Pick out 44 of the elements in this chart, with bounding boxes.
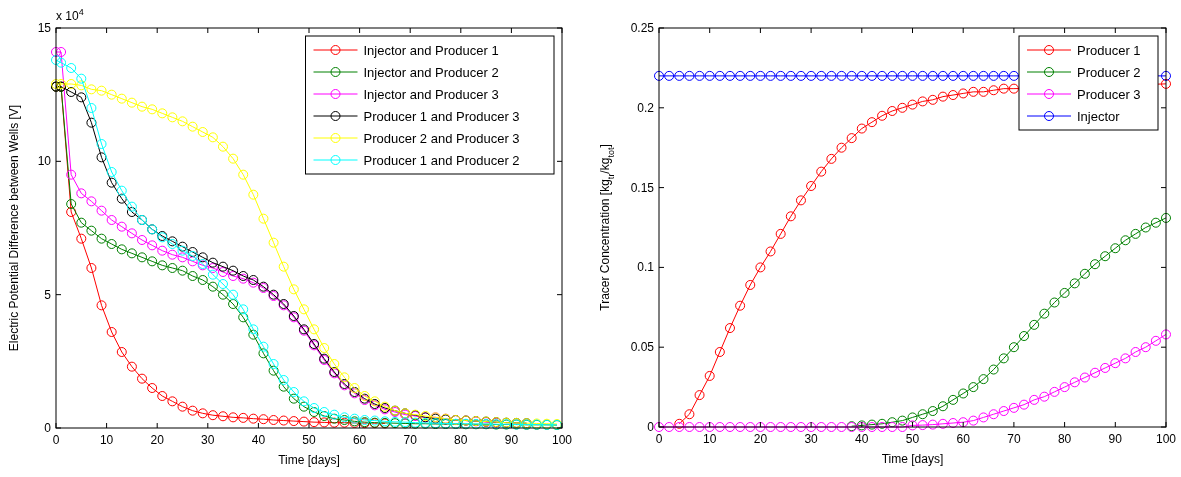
legend-label: Producer 1 xyxy=(1077,43,1141,58)
y-tick-label: 15 xyxy=(37,21,52,35)
y-tick-label: 5 xyxy=(44,287,52,302)
x-tick-label: 70 xyxy=(1007,432,1021,446)
x-axis-title: Time [days] xyxy=(278,453,340,467)
x-tick-label: 60 xyxy=(956,432,971,446)
x-tick-label: 10 xyxy=(703,432,717,446)
x-tick-label: 90 xyxy=(504,433,519,447)
legend-label: Producer 1 and Producer 3 xyxy=(363,109,520,124)
x-tick-label: 50 xyxy=(905,432,920,446)
legend-label: Injector and Producer 2 xyxy=(363,65,499,80)
x-tick-label: 40 xyxy=(251,433,266,447)
legend-label: Injector and Producer 3 xyxy=(363,87,499,102)
x-tick-label: 20 xyxy=(753,432,768,446)
x-tick-label: 30 xyxy=(804,432,819,446)
y-tick-label: 10 xyxy=(37,154,52,169)
x-tick-label: 80 xyxy=(454,433,468,447)
legend-label: Injector xyxy=(1077,109,1121,124)
y-tick-label: 0 xyxy=(647,420,655,434)
legend-label: Producer 2 and Producer 3 xyxy=(363,131,520,146)
x-axis-title: Time [days] xyxy=(881,452,944,466)
x-tick-label: 90 xyxy=(1108,432,1123,446)
legend-label: Injector and Producer 1 xyxy=(363,43,499,58)
x-tick-label: 80 xyxy=(1057,432,1072,446)
x-tick-label: 100 xyxy=(551,433,573,447)
y-tick-label: 0.15 xyxy=(630,180,655,195)
y-tick-label: 0 xyxy=(44,421,52,435)
y-tick-label: 0.25 xyxy=(630,21,655,35)
y-tick-label: 0.1 xyxy=(637,260,655,275)
legend-label: Producer 2 xyxy=(1077,65,1141,80)
y-axis-title: Electric Potential Difference between Wells [V] xyxy=(7,104,21,352)
x-tick-label: 40 xyxy=(855,432,869,446)
x-tick-label: 70 xyxy=(403,433,418,447)
x-tick-label: 60 xyxy=(352,433,367,447)
x-tick-label: 30 xyxy=(201,433,215,447)
x-tick-label: 20 xyxy=(150,433,165,447)
y-tick-label: 0.2 xyxy=(637,100,655,115)
text: x 10$^{4}$ xyxy=(56,7,84,23)
x-tick-label: 10 xyxy=(99,433,114,447)
legend-label: Producer 1 and Producer 2 xyxy=(363,153,520,168)
x-tick-label: 50 xyxy=(302,433,316,447)
legend-label: Producer 3 xyxy=(1077,87,1141,102)
y-tick-label: 0.05 xyxy=(630,340,655,355)
x-tick-label: 100 xyxy=(1155,432,1177,446)
